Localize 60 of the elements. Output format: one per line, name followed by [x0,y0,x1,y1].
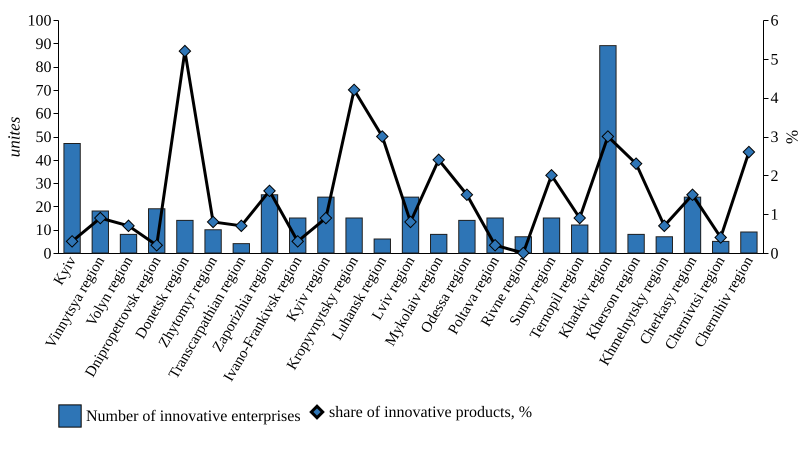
point [517,246,530,260]
bar [374,238,391,254]
point [263,184,276,198]
point [206,216,220,228]
legend-label: Number of innovative enterprises [86,408,301,425]
point [686,188,699,201]
bar [656,236,673,254]
y2-tick-label: 4 [770,90,778,108]
bar [317,196,335,254]
point [460,188,474,201]
bar [458,220,476,254]
legend-label: share of innovative products, % [329,404,532,421]
point [94,212,106,224]
bar [232,243,250,254]
point [630,157,642,170]
point [404,216,417,228]
y2-axis-title: % [782,130,802,144]
point [602,130,614,143]
point [658,220,670,232]
point [742,146,756,158]
point [376,130,388,143]
y2-tick-label: 2 [770,168,778,185]
y-tick-label: 50 [36,129,52,146]
point [348,84,360,96]
point [545,169,558,182]
point [574,212,586,224]
y-tick-label: 10 [36,222,52,240]
bar [740,232,758,254]
bar [345,218,363,254]
bar [627,234,645,254]
point [714,231,727,244]
y-tick-label: 30 [36,176,52,193]
bar [599,45,617,254]
point [235,220,248,232]
bar [176,220,194,254]
y2-tick-label: 3 [770,129,778,146]
y2-tick-label: 1 [770,206,778,224]
bar [542,218,560,254]
bar [92,210,109,254]
point [122,220,135,232]
point [320,212,332,224]
y-tick-label: 20 [36,198,52,216]
y-tick-label: 80 [36,59,52,76]
y2-tick-label: 0 [770,246,778,262]
y-axis-title: unites [4,116,24,158]
point [150,239,163,252]
bar [430,234,448,254]
y2-tick-label: 5 [770,51,778,68]
point [66,235,78,248]
y-tick-label: 60 [36,106,52,123]
y-tick-label: 100 [28,12,52,30]
y-tick-label: 90 [36,36,52,53]
y-tick-label: 70 [36,82,52,100]
y-tick-label: 0 [44,246,52,262]
y-tick-label: 40 [36,152,52,170]
point [178,44,192,58]
bar [63,142,81,254]
point [432,154,445,166]
point [488,239,502,252]
y2-tick-label: 6 [770,12,778,30]
